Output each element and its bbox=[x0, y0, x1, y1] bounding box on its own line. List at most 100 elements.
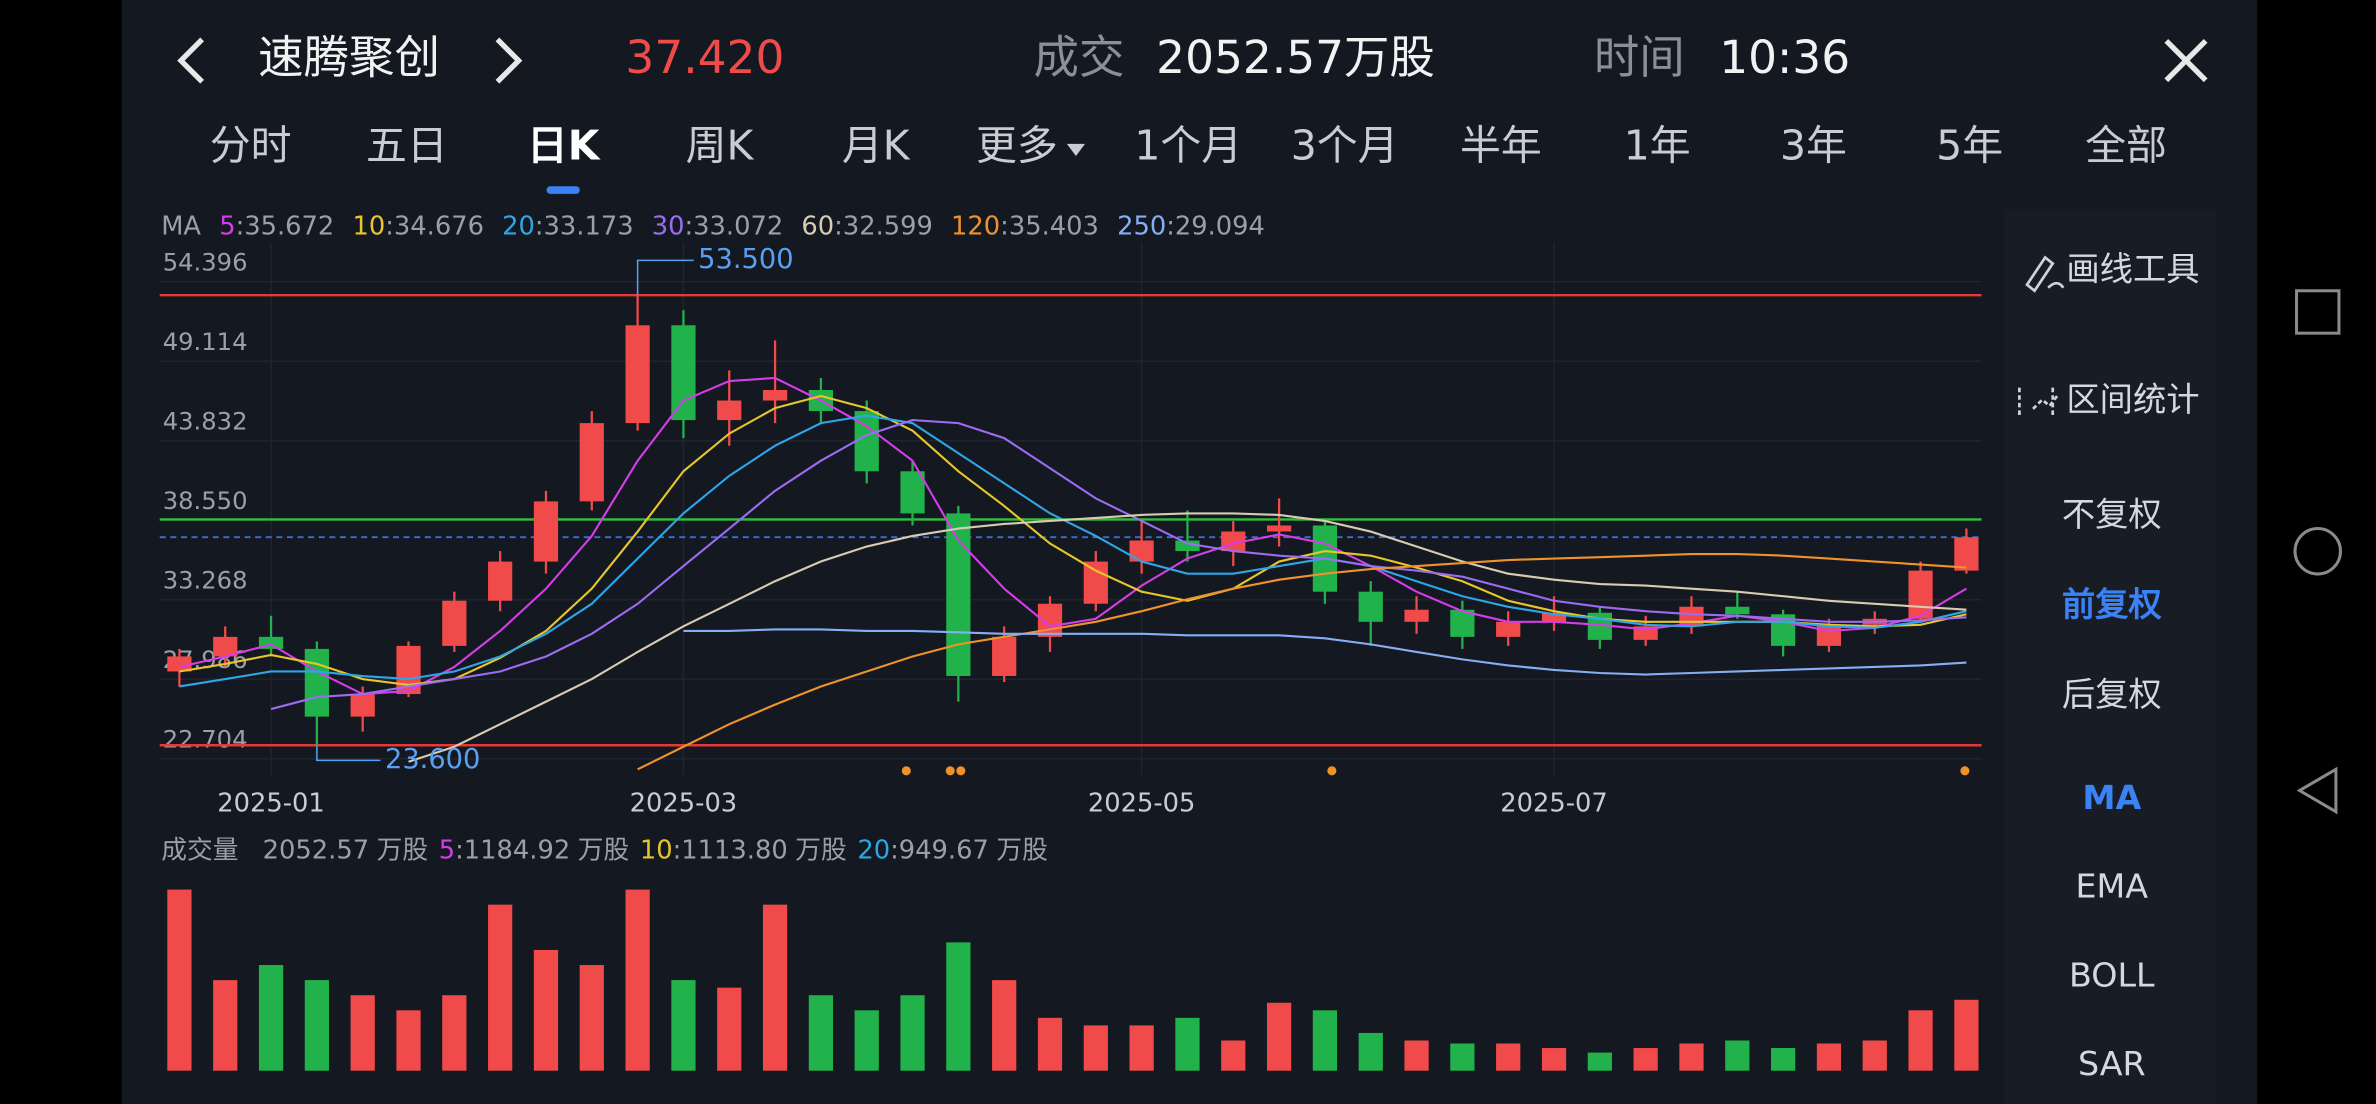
x-tick-label: 2025-01 bbox=[217, 789, 325, 819]
side-panel bbox=[2004, 208, 2217, 1104]
candle-body bbox=[1129, 540, 1154, 562]
volume-bar bbox=[1771, 1048, 1796, 1071]
volume-bar bbox=[1037, 1017, 1063, 1071]
prev-button[interactable] bbox=[177, 37, 204, 84]
volume-bar bbox=[1312, 1010, 1338, 1071]
volume-bar bbox=[1908, 1010, 1933, 1071]
legend-value: 33.072 bbox=[693, 212, 783, 242]
volume-unit: 万股 bbox=[996, 836, 1047, 866]
volume-bar bbox=[854, 1010, 879, 1071]
tab[interactable]: 半年 bbox=[1460, 121, 1542, 169]
x-tick-label: 2025-05 bbox=[1088, 789, 1196, 819]
nav-recent[interactable] bbox=[2295, 289, 2341, 335]
tab[interactable]: 全部 bbox=[2085, 121, 2167, 169]
tool-button[interactable]: 区间统计 bbox=[2066, 380, 2199, 419]
volume-bar bbox=[1129, 1025, 1154, 1071]
tool-button[interactable]: 画线工具 bbox=[2066, 250, 2199, 289]
volume-bar bbox=[1816, 1043, 1842, 1071]
legend-separator: : bbox=[1000, 212, 1009, 242]
close-button[interactable] bbox=[2164, 39, 2208, 83]
volume-bar bbox=[213, 980, 238, 1071]
nav-back[interactable] bbox=[2296, 766, 2338, 815]
volume: 2052.57万股 bbox=[1156, 31, 1435, 84]
volume-bar bbox=[946, 942, 971, 1071]
legend-separator: : bbox=[673, 836, 682, 866]
tab[interactable]: 3年 bbox=[1780, 121, 1847, 169]
tab[interactable]: 3个月 bbox=[1291, 121, 1399, 169]
tab[interactable]: 分时 bbox=[210, 121, 292, 169]
legend-value: 1184.92 bbox=[464, 836, 570, 866]
stock-name: 速腾聚创 bbox=[258, 31, 440, 84]
legend-value: 32.599 bbox=[843, 212, 933, 242]
indicator-option[interactable]: BOLL bbox=[2069, 955, 2155, 994]
legend-value: 949.67 bbox=[899, 836, 989, 866]
tab[interactable]: 更多 bbox=[976, 121, 1058, 169]
legend-name: 60 bbox=[801, 212, 834, 242]
tab[interactable]: 1年 bbox=[1624, 121, 1691, 169]
legend-name: 10 bbox=[352, 212, 385, 242]
volume-label: 成交 bbox=[1034, 31, 1125, 84]
legend-name: 20 bbox=[857, 836, 890, 866]
legend-separator: : bbox=[455, 836, 464, 866]
candle-body bbox=[625, 325, 650, 424]
tab-indicator bbox=[546, 186, 580, 194]
tab[interactable]: 1个月 bbox=[1134, 121, 1242, 169]
volume-title: 成交量 bbox=[161, 836, 238, 866]
candle-body bbox=[854, 411, 879, 472]
legend-separator: : bbox=[385, 212, 394, 242]
candle-body bbox=[304, 648, 329, 717]
volume-unit: 万股 bbox=[795, 836, 846, 866]
candle-body bbox=[1541, 612, 1567, 622]
legend-name: 120 bbox=[951, 212, 1000, 242]
indicator-option[interactable]: SAR bbox=[2078, 1044, 2146, 1083]
event-marker bbox=[956, 766, 966, 776]
volume-bar bbox=[488, 904, 513, 1071]
candle-body bbox=[900, 471, 925, 514]
annotation-leader bbox=[316, 745, 381, 762]
tab[interactable]: 5年 bbox=[1936, 121, 2003, 169]
nav-home[interactable] bbox=[2293, 527, 2342, 576]
ma-line bbox=[637, 553, 1967, 771]
volume-bar bbox=[442, 995, 467, 1071]
stats-icon bbox=[2018, 387, 2060, 415]
annotation-label: 53.500 bbox=[698, 244, 793, 275]
volume-bar bbox=[808, 995, 834, 1071]
annotation-leader bbox=[636, 259, 694, 296]
volume-bar bbox=[304, 980, 329, 1071]
candle-body bbox=[533, 501, 559, 562]
y-tick-label: 22.704 bbox=[163, 726, 248, 754]
candle-body bbox=[167, 656, 192, 672]
volume-bar bbox=[350, 995, 375, 1071]
indicator-option[interactable]: EMA bbox=[2076, 867, 2149, 906]
y-tick-label: 49.114 bbox=[163, 328, 248, 356]
tab[interactable]: 月K bbox=[842, 121, 911, 169]
volume-current: 2052.57 bbox=[263, 836, 369, 866]
time: 10:36 bbox=[1719, 31, 1850, 84]
volume-bar bbox=[762, 904, 788, 1071]
y-tick-label: 38.550 bbox=[163, 487, 248, 515]
event-marker bbox=[945, 766, 955, 776]
next-button[interactable] bbox=[495, 37, 523, 84]
volume-bar bbox=[1175, 1017, 1200, 1071]
legend-separator: : bbox=[535, 212, 544, 242]
ma-legend-title: MA bbox=[161, 212, 201, 242]
candle-body bbox=[488, 561, 513, 601]
tab[interactable]: 五日 bbox=[366, 121, 448, 169]
dropdown-icon bbox=[1066, 143, 1086, 156]
legend-name: 10 bbox=[640, 836, 673, 866]
ma-line bbox=[179, 394, 1967, 687]
candle-body bbox=[1496, 621, 1521, 637]
ma-line bbox=[270, 419, 1967, 711]
adjust-option[interactable]: 不复权 bbox=[2062, 495, 2162, 534]
candle-body bbox=[1083, 561, 1108, 604]
adjust-option[interactable]: 后复权 bbox=[2062, 675, 2162, 714]
tab[interactable]: 周K bbox=[686, 121, 755, 169]
volume-unit: 万股 bbox=[377, 836, 428, 866]
candle-body bbox=[1404, 609, 1429, 622]
tab[interactable]: 日K bbox=[527, 121, 601, 169]
indicator-option[interactable]: MA bbox=[2082, 778, 2141, 817]
x-tick-label: 2025-03 bbox=[630, 789, 738, 819]
adjust-option[interactable]: 前复权 bbox=[2062, 585, 2163, 624]
event-marker bbox=[1327, 766, 1337, 776]
